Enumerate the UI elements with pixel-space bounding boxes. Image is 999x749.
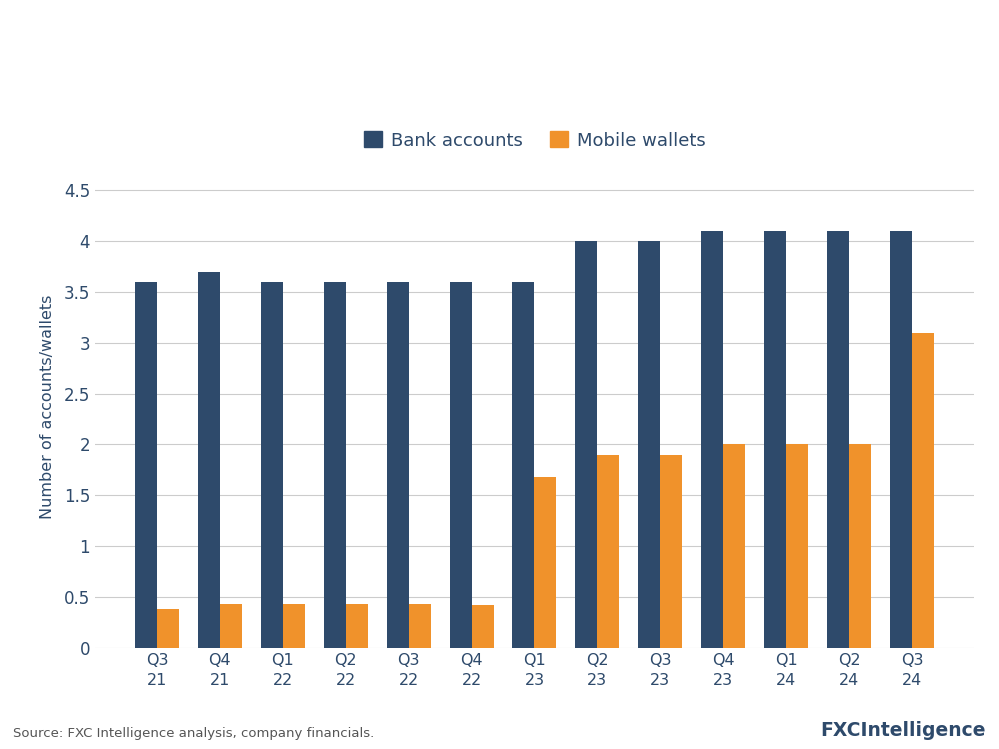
Bar — [597, 455, 619, 648]
Text: Number of bank accounts and mobile wallets served by Euronet, 2021-2024: Number of bank accounts and mobile walle… — [13, 93, 701, 111]
Bar — [701, 231, 723, 648]
Bar — [534, 477, 556, 648]
Bar — [346, 604, 368, 648]
Text: Source: FXC Intelligence analysis, company financials.: Source: FXC Intelligence analysis, compa… — [13, 727, 375, 740]
Bar — [198, 272, 220, 648]
Bar — [827, 231, 849, 648]
Text: Number of mobile wallets served rises substantially in 2024: Number of mobile wallets served rises su… — [13, 33, 932, 59]
Bar — [575, 241, 597, 648]
Bar — [324, 282, 346, 648]
Y-axis label: Number of accounts/wallets: Number of accounts/wallets — [40, 294, 55, 518]
Bar — [409, 604, 431, 648]
Bar — [135, 282, 157, 648]
Bar — [220, 604, 242, 648]
Bar — [890, 231, 912, 648]
Bar — [157, 609, 179, 648]
Text: FXCIntelligence: FXCIntelligence — [820, 721, 986, 740]
Bar — [472, 605, 494, 648]
Bar — [387, 282, 409, 648]
Bar — [723, 444, 745, 648]
Legend: Bank accounts, Mobile wallets: Bank accounts, Mobile wallets — [357, 124, 712, 157]
Bar — [912, 333, 934, 648]
Bar — [764, 231, 786, 648]
Bar — [261, 282, 283, 648]
Bar — [512, 282, 534, 648]
Bar — [283, 604, 305, 648]
Bar — [849, 444, 871, 648]
Bar — [638, 241, 660, 648]
Bar — [660, 455, 682, 648]
Bar — [450, 282, 472, 648]
Bar — [786, 444, 808, 648]
